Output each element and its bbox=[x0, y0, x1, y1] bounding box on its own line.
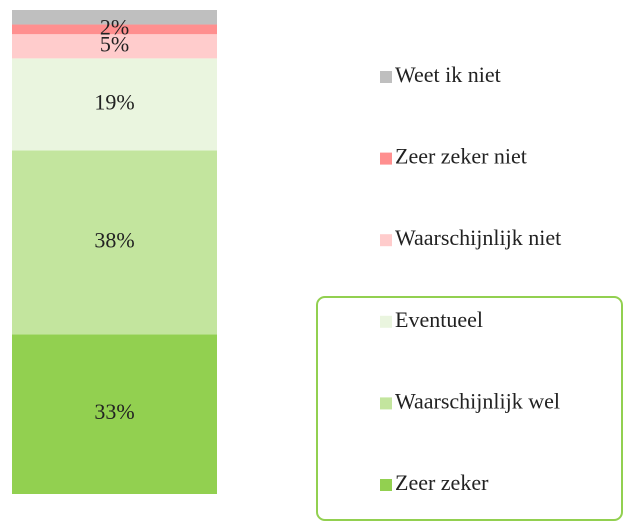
bar-segment bbox=[12, 10, 217, 25]
bar-segment bbox=[12, 24, 217, 35]
data-label: 19% bbox=[94, 89, 134, 114]
legend-swatch bbox=[380, 71, 392, 83]
legend-swatch bbox=[380, 315, 392, 328]
data-label: 5% bbox=[100, 31, 129, 56]
legend-label: Waarschijnlijk niet bbox=[395, 225, 561, 250]
legend-swatch bbox=[380, 397, 392, 410]
bar-segment bbox=[12, 150, 217, 335]
legend-swatch bbox=[380, 234, 392, 247]
data-label: 33% bbox=[94, 399, 134, 424]
data-label: 2% bbox=[100, 14, 129, 39]
legend-label: Weet ik niet bbox=[395, 62, 501, 87]
bar-segment bbox=[12, 58, 217, 151]
legend-label: Zeer zeker bbox=[395, 470, 489, 495]
bar-segment bbox=[12, 334, 217, 494]
bar-segment bbox=[12, 34, 217, 59]
legend-label: Zeer zeker niet bbox=[395, 144, 527, 169]
legend-swatch bbox=[380, 152, 392, 165]
legend-swatch bbox=[380, 479, 392, 491]
data-label: 38% bbox=[94, 227, 134, 252]
legend-highlight bbox=[316, 296, 623, 521]
legend-label: Eventueel bbox=[395, 307, 483, 332]
legend-label: Waarschijnlijk wel bbox=[395, 388, 560, 413]
